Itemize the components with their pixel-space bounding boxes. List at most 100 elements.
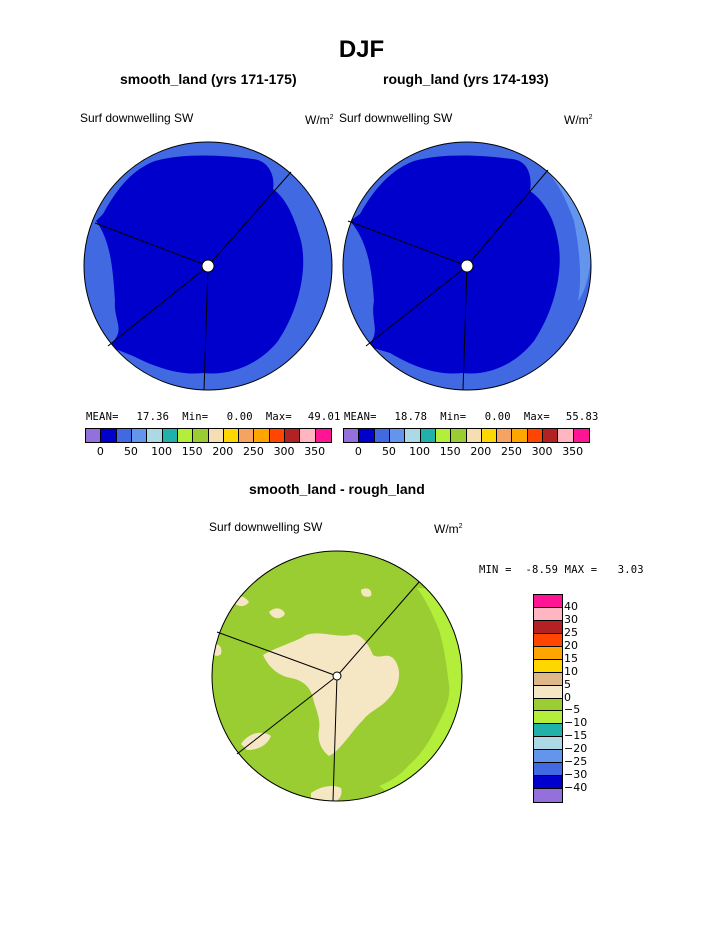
panel2-colorbar-swatch (527, 429, 544, 442)
figure-title: DJF (338, 36, 385, 63)
diff-colorbar-swatch (534, 685, 562, 699)
panel2-colorbar-tick-label: 50 (381, 445, 396, 458)
panel1-max: 49.01 (307, 411, 341, 423)
diff-colorbar-tick-label: −10 (564, 716, 588, 730)
panel2-colorbar-swatch (466, 429, 482, 442)
diff-colorbar-swatch (534, 724, 562, 738)
panel2-polar-map (342, 141, 592, 391)
panel2-units: W/m2 (564, 113, 593, 127)
panel1-mean: 17.36 (136, 411, 170, 423)
panel2-units-base: W/m (564, 113, 589, 127)
panel1-map-border (83, 141, 333, 391)
panel1-colorbar-tick-label: 150 (181, 445, 203, 458)
diff-colorbar-tick-label: −25 (564, 755, 588, 769)
panel1-meridian-east (207, 171, 292, 267)
panel2-mean: 18.78 (394, 411, 428, 423)
panel1-colorbar-swatch (208, 429, 224, 442)
panel1-colorbar-swatch (101, 429, 117, 442)
diff-colorbar-swatch (534, 698, 562, 712)
panel1-min: 0.00 (226, 411, 253, 423)
panel2-meridian-southwest (365, 265, 468, 347)
panel1-colorbar-swatch (239, 429, 255, 442)
panel1-min-label: Min= (182, 411, 209, 423)
panel2-colorbar-swatch (420, 429, 436, 442)
diff-colorbar-tick-label: 20 (564, 638, 578, 652)
panel2-variable-label: Surf downwelling SW (339, 111, 453, 125)
diff-colorbar-swatch (534, 659, 562, 673)
diff-colorbar-swatch (534, 620, 562, 634)
panel2-colorbar-tick-label: 100 (409, 445, 431, 458)
panel1-colorbar-swatch (254, 429, 270, 442)
panel1-colorbar-tick-label: 100 (151, 445, 173, 458)
diff-variable-label: Surf downwelling SW (209, 520, 323, 534)
panel1-polar-map (83, 141, 333, 391)
panel2-meridian-west (347, 220, 468, 267)
panel2-min-label: Min= (440, 411, 467, 423)
panel2-units-sup: 2 (588, 114, 593, 121)
panel2-colorbar-tick-label: 150 (439, 445, 461, 458)
panel2-colorbar-labels: 0 50 100 150 200 250 300 350 (343, 445, 588, 459)
diff-colorbar-swatch (534, 750, 562, 764)
diff-stats: MIN = -8.59 MAX = 3.03 (479, 564, 644, 576)
panel2-fill-core (350, 155, 560, 374)
panel2-colorbar-swatch (451, 429, 467, 442)
panel1-colorbar-swatch (86, 429, 102, 442)
panel1-units: W/m2 (305, 113, 334, 127)
panel2-colorbar-swatch (558, 429, 574, 442)
diff-fill-positive-patch-4 (269, 608, 285, 619)
panel1-colorbar-swatch (269, 429, 286, 442)
diff-colorbar-tick-label: 5 (564, 677, 571, 691)
panel1-colorbar-swatch (300, 429, 316, 442)
diff-meridian-south (332, 675, 338, 802)
panel2-colorbar-swatch (374, 429, 390, 442)
panel1-pole-marker (201, 259, 215, 273)
diff-max: 3.03 (617, 564, 644, 576)
diff-polar-map (211, 550, 463, 802)
panel1-mean-label: MEAN= (86, 411, 119, 423)
diff-meridian-east (336, 581, 420, 677)
panel2-colorbar-swatch (497, 429, 513, 442)
diff-fill-positive-patch-2 (241, 732, 271, 750)
diff-colorbar-swatch (534, 672, 562, 686)
panel1-colorbar-swatch (116, 429, 132, 442)
panel2-colorbar-tick-label: 350 (562, 445, 584, 458)
diff-pole-marker (332, 671, 342, 681)
diff-meridian-west (216, 631, 338, 677)
diff-colorbar-tick-label: 25 (564, 625, 578, 639)
panel1-colorbar-swatch (131, 429, 148, 442)
diff-fill-positive-center (263, 633, 400, 756)
diff-units: W/m2 (434, 522, 463, 536)
panel2-pole-marker (460, 259, 474, 273)
diff-title: smooth_land - rough_land (249, 481, 425, 497)
panel2-meridian-east (466, 169, 549, 267)
panel1-variable-label: Surf downwelling SW (80, 111, 194, 125)
diff-colorbar-tick-label: −5 (564, 703, 581, 717)
panel2-colorbar-tick-label: 0 (354, 445, 362, 458)
panel2-mean-label: MEAN= (344, 411, 377, 423)
diff-colorbar-tick-label: 40 (564, 599, 578, 613)
diff-colorbar-swatch (534, 711, 562, 725)
panel1-colorbar-swatch (315, 429, 331, 442)
diff-colorbar-swatch (534, 737, 562, 751)
panel1-colorbar-tick-label: 250 (242, 445, 264, 458)
diff-colorbar (533, 594, 563, 803)
panel1-colorbar-swatch (223, 429, 240, 442)
panel1-meridian-west (94, 222, 209, 267)
diff-units-base: W/m (434, 522, 459, 536)
diff-fill-positive-patch-1 (311, 785, 342, 801)
diff-colorbar-tick-label: −20 (564, 742, 588, 756)
panel1-colorbar-swatch (193, 429, 209, 442)
diff-map-border (211, 550, 463, 802)
panel2-colorbar-swatch (543, 429, 559, 442)
panel2-colorbar-swatch (405, 429, 421, 442)
panel1-colorbar (85, 428, 332, 443)
panel2-max: 55.83 (565, 411, 599, 423)
diff-colorbar-swatch (534, 776, 562, 790)
diff-colorbar-tick-label: 30 (564, 612, 578, 626)
panel2-colorbar-tick-label: 300 (531, 445, 553, 458)
diff-colorbar-swatch (534, 607, 562, 621)
panel2-colorbar (343, 428, 590, 443)
panel2-map-border (342, 141, 592, 391)
diff-colorbar-swatch (534, 633, 562, 647)
panel1-colorbar-tick-label: 200 (212, 445, 234, 458)
